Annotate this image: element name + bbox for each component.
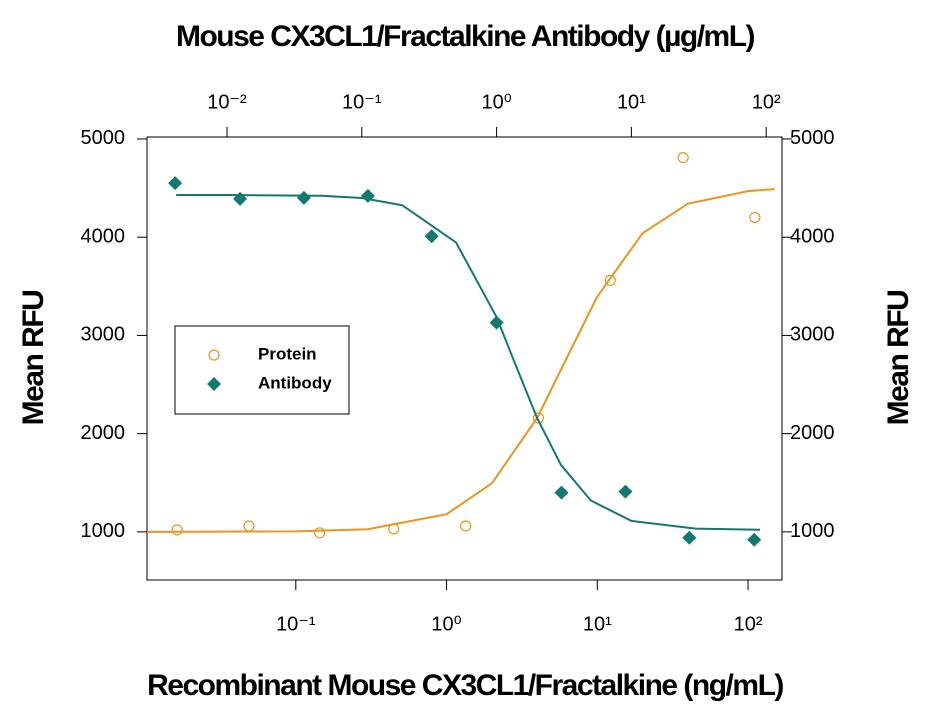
legend-marker — [207, 377, 221, 391]
y-axis-label: Mean RFU — [17, 291, 50, 426]
chart-title: Mouse CX3CL1/Fractalkine Antibody (µg/mL… — [176, 20, 755, 53]
fit-curve — [176, 194, 761, 531]
data-point — [532, 412, 545, 424]
y-tick-label: 2000 — [81, 422, 126, 444]
x2-tick-label: 10² — [752, 91, 781, 113]
y-tick-label: 5000 — [81, 127, 126, 149]
x-tick-label: 10⁰ — [431, 613, 461, 635]
data-point — [314, 527, 326, 539]
x2-tick-label: 10⁻² — [207, 91, 247, 113]
data-point — [388, 523, 400, 535]
y-tick-label: 3000 — [81, 324, 126, 346]
y2-tick-label: 2000 — [790, 422, 835, 444]
data-point — [424, 229, 439, 244]
y2-tick-label: 3000 — [790, 324, 835, 346]
data-point — [618, 484, 633, 499]
data-point — [360, 188, 375, 203]
y2-tick-label: 4000 — [790, 225, 835, 247]
data-point — [296, 190, 311, 205]
x2-tick-label: 10⁻¹ — [342, 91, 382, 113]
data-point — [243, 520, 255, 532]
data-point — [233, 191, 248, 206]
data-point — [171, 524, 183, 536]
y2-axis-label: Mean RFU — [882, 291, 915, 426]
data-point — [168, 176, 183, 191]
y2-tick-label: 5000 — [790, 127, 835, 149]
data-point — [747, 532, 762, 547]
x-tick-label: 10⁻¹ — [276, 613, 316, 635]
legend-marker — [208, 349, 220, 361]
data-point — [677, 152, 689, 164]
y-tick-label: 4000 — [81, 225, 126, 247]
x2-tick-label: 10⁰ — [481, 91, 511, 113]
x2-tick-label: 10¹ — [617, 91, 646, 113]
data-point — [604, 274, 616, 287]
data-point — [749, 211, 761, 224]
y2-tick-label: 1000 — [790, 520, 835, 542]
data-point — [554, 485, 569, 500]
x-tick-label: 10¹ — [583, 613, 612, 635]
data-point — [682, 530, 697, 545]
x-axis-label: Recombinant Mouse CX3CL1/Fractalkine (ng… — [147, 669, 783, 702]
data-point — [460, 520, 472, 532]
legend-label: Protein — [258, 344, 317, 363]
x-tick-label: 10² — [734, 613, 763, 635]
legend-box — [174, 325, 350, 415]
plot-frame — [146, 136, 783, 581]
fit-curve — [146, 188, 775, 533]
y-tick-label: 1000 — [81, 520, 126, 542]
data-point — [489, 315, 504, 330]
legend-label: Antibody — [258, 373, 332, 392]
